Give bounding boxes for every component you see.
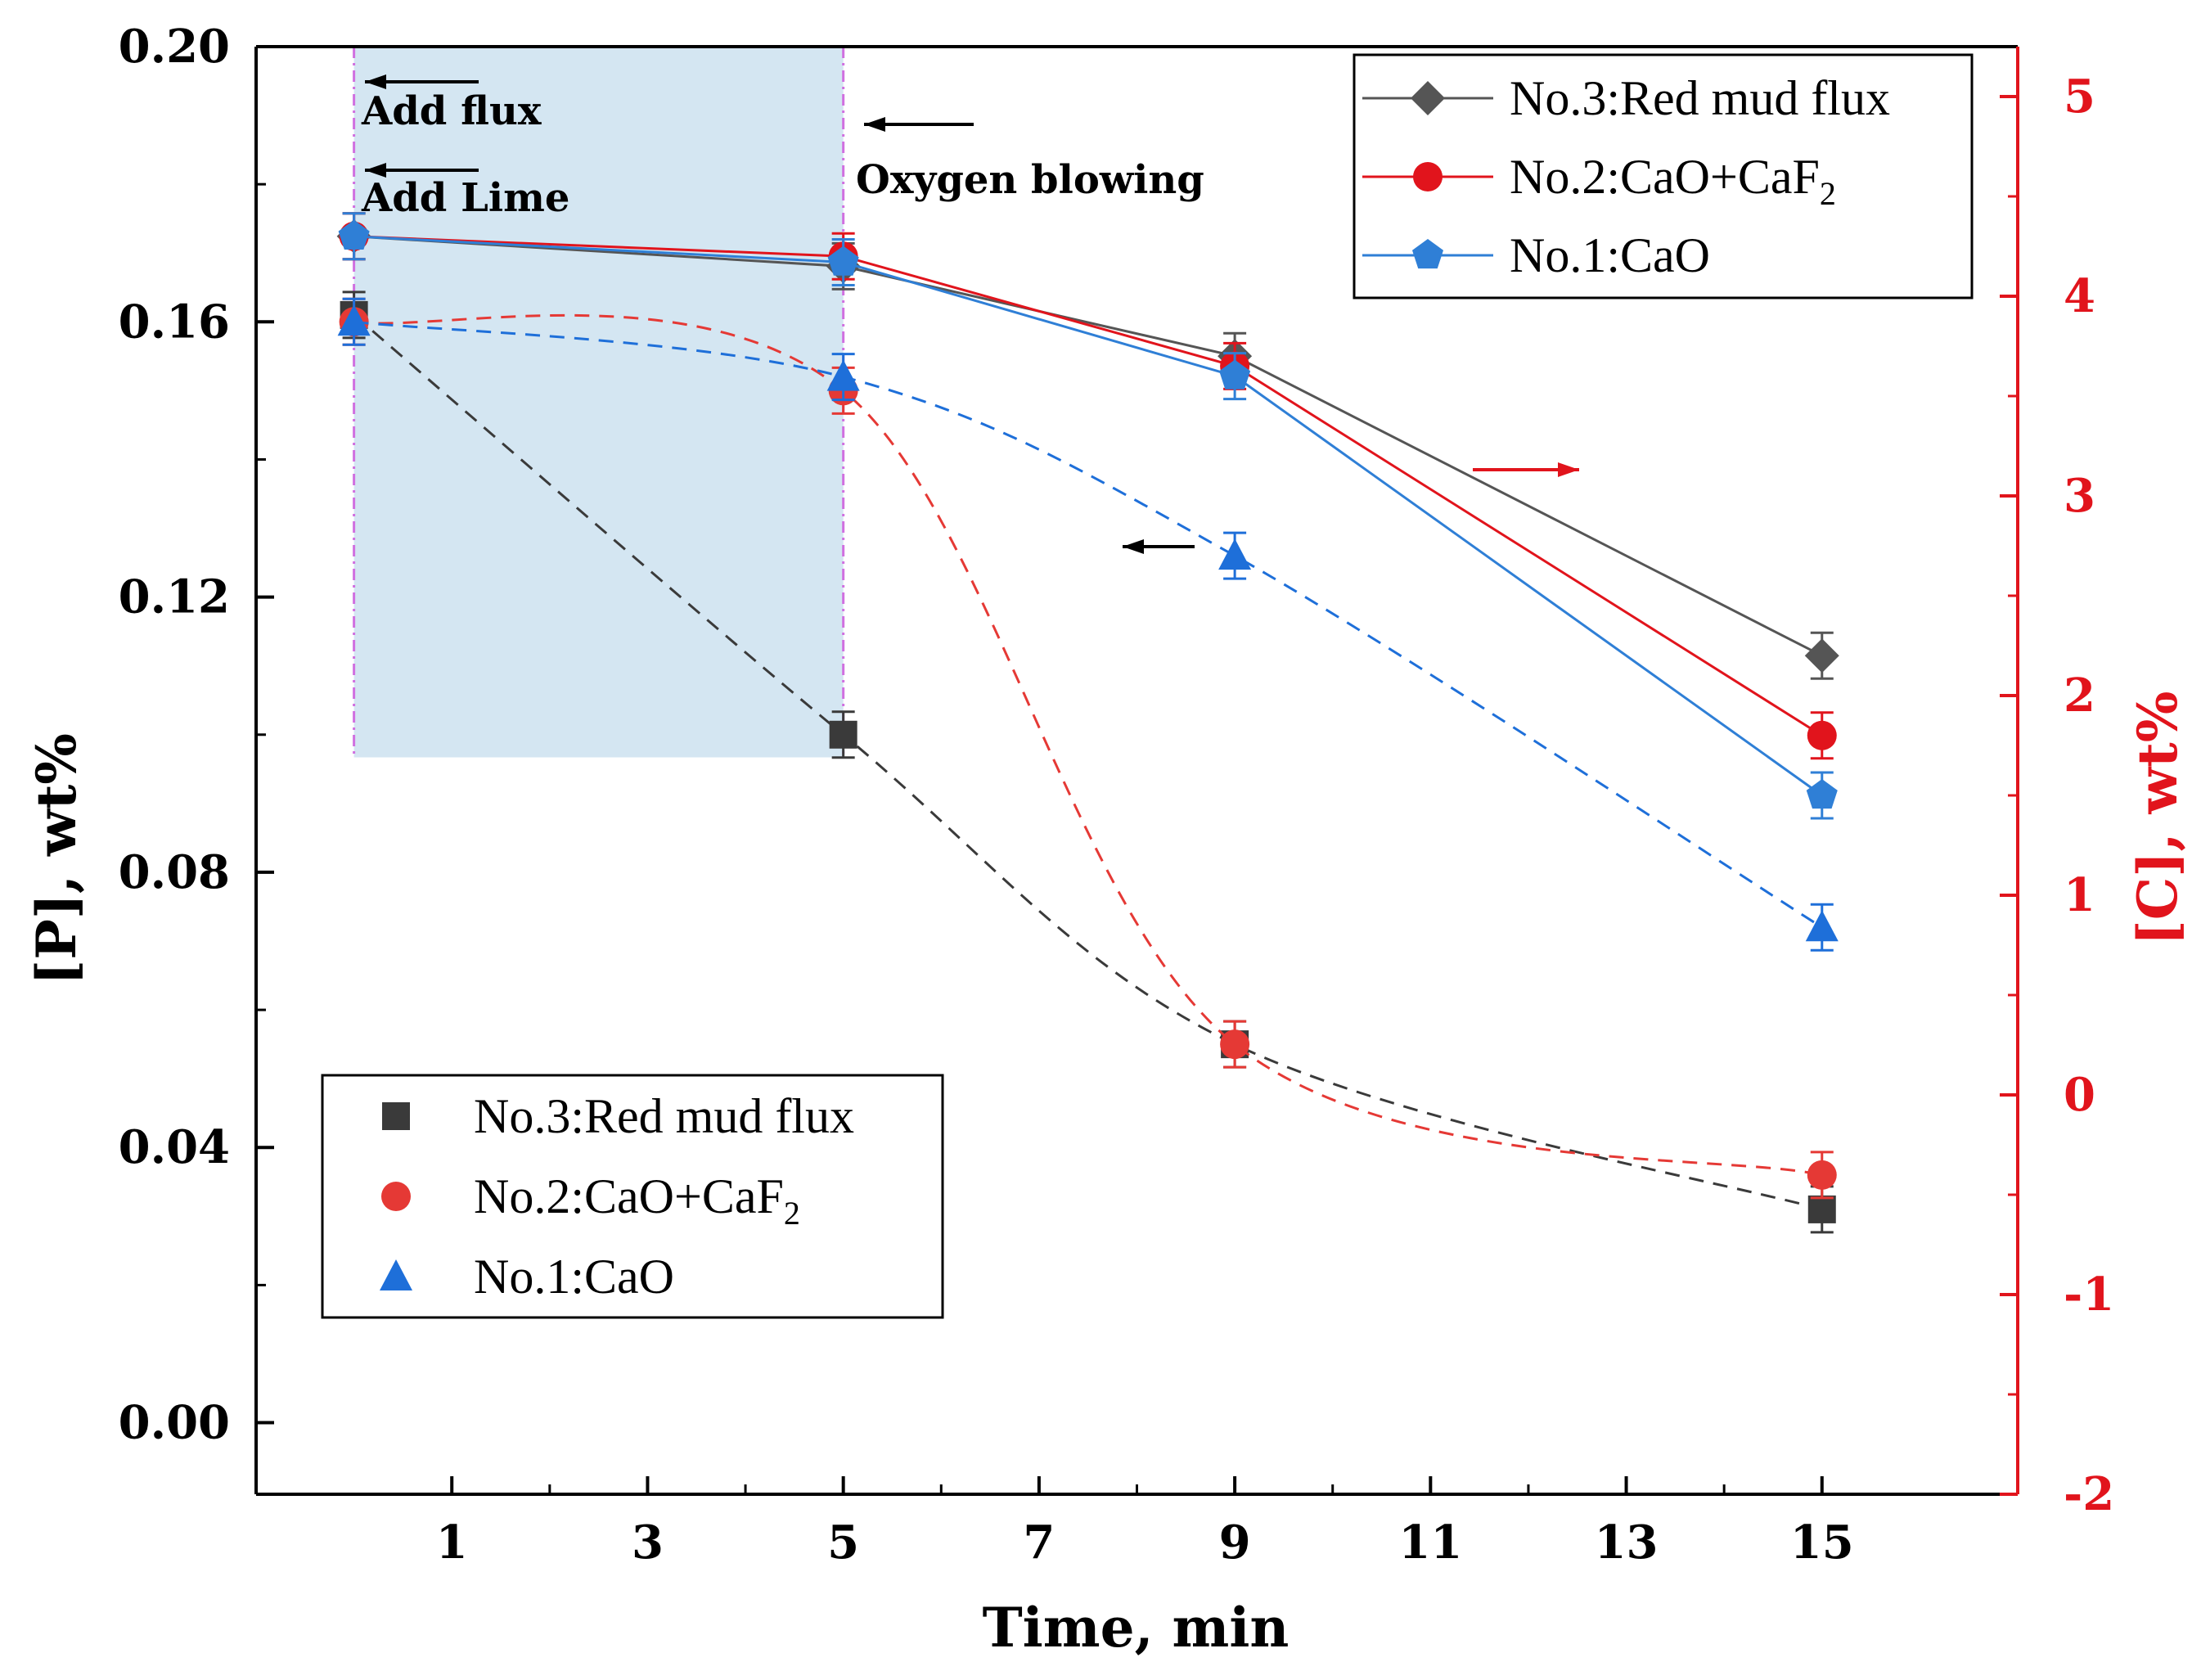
highlight-region bbox=[353, 47, 844, 758]
p-series-line bbox=[353, 313, 1823, 1211]
y-left-tick-label: 0.16 bbox=[119, 295, 230, 349]
annotation-oxygen-blowing: Oxygen blowing bbox=[856, 157, 1204, 203]
p-data-point bbox=[1807, 1160, 1837, 1190]
y-right-tick-label: -2 bbox=[2064, 1467, 2114, 1521]
arrow-add-flux-head bbox=[365, 74, 386, 89]
legend-label-main: No.2:CaO+CaF bbox=[474, 1169, 784, 1223]
legend-label-main: No.1:CaO bbox=[474, 1250, 674, 1304]
y-right-tick-label: 2 bbox=[2064, 669, 2095, 723]
legend-label-subscript: 2 bbox=[784, 1195, 800, 1232]
y-right-tick-label: -1 bbox=[2064, 1268, 2114, 1322]
x-tick-label: 7 bbox=[1023, 1516, 1055, 1570]
x-tick-label: 9 bbox=[1219, 1516, 1251, 1570]
p-data-point bbox=[1220, 1029, 1250, 1060]
legend-layer: No.3:Red mud fluxNo.2:CaO+CaF2No.1:CaONo… bbox=[321, 53, 1974, 1319]
axis-layer: Time, min [P], wt% [C], wt% 1 3 5 7 9 11 13 150… bbox=[25, 20, 2190, 1660]
y-right-tick-label: 0 bbox=[2064, 1068, 2095, 1122]
legend-marker bbox=[1413, 162, 1443, 191]
y-right-tick-label: 1 bbox=[2064, 868, 2095, 922]
y-right-tick-label: 5 bbox=[2064, 70, 2095, 124]
legend-phosphorus: No.3:Red mud flux No.2:CaO+CaF2 No.1:CaO bbox=[321, 1074, 944, 1319]
arrow-oxygen-blowing-head bbox=[864, 117, 885, 132]
c-data-point bbox=[338, 219, 370, 250]
c-data-point bbox=[827, 245, 859, 276]
legend-label-main: No.3:Red mud flux bbox=[474, 1089, 854, 1143]
arrow-to-left-axis-head bbox=[1123, 539, 1144, 554]
x-tick-label: 1 bbox=[436, 1516, 468, 1570]
legend-label-main: No.2:CaO+CaF bbox=[1510, 150, 1820, 204]
legend-label-main: No.3:Red mud flux bbox=[1510, 71, 1890, 125]
legend-label: No.2:CaO+CaF2 bbox=[474, 1169, 800, 1232]
annotation-add-flux: Add flux bbox=[361, 88, 542, 134]
c-series-line bbox=[353, 235, 1823, 797]
c-data-point bbox=[1219, 359, 1251, 390]
x-tick-label: 15 bbox=[1790, 1516, 1854, 1570]
legend-label: No.1:CaO bbox=[1510, 228, 1710, 282]
series-layer bbox=[336, 212, 1839, 1234]
legend-label: No.3:Red mud flux bbox=[474, 1089, 854, 1143]
legend-marker bbox=[380, 1259, 412, 1290]
y-left-tick-label: 0.20 bbox=[119, 20, 230, 74]
legend-label-main: No.1:CaO bbox=[1510, 228, 1710, 282]
p-data-point bbox=[337, 304, 371, 336]
frame-layer bbox=[254, 45, 2019, 1496]
p-series-line bbox=[353, 320, 1823, 929]
c-data-point bbox=[1804, 638, 1839, 673]
y-right-tick-label: 4 bbox=[2064, 269, 2095, 323]
x-axis-title: Time, min bbox=[983, 1596, 1290, 1660]
x-tick-label: 5 bbox=[827, 1516, 859, 1570]
legend-phosphorus-box bbox=[321, 1074, 944, 1319]
p-data-point bbox=[1218, 538, 1252, 570]
annotation-layer: Add flux Add Lime Oxygen blowing bbox=[361, 74, 1579, 554]
p-data-point bbox=[1807, 1195, 1836, 1223]
p-series-1 bbox=[339, 297, 1837, 1200]
p-series-2 bbox=[337, 297, 1839, 952]
y-left-tick-label: 0.04 bbox=[119, 1120, 230, 1174]
legend-marker bbox=[1411, 81, 1445, 115]
legend-marker bbox=[1411, 239, 1444, 269]
p-data-point bbox=[829, 720, 857, 749]
c-series-2 bbox=[338, 212, 1838, 820]
y-left-tick-label: 0.12 bbox=[119, 570, 230, 624]
legend-carbon: No.3:Red mud flux No.2:CaO+CaF2 No.1:CaO bbox=[1353, 53, 1974, 300]
c-series-line bbox=[353, 235, 1823, 737]
annotation-add-lime: Add Lime bbox=[361, 175, 569, 221]
y-right-tick-label: 3 bbox=[2064, 469, 2095, 523]
legend-marker bbox=[381, 1182, 411, 1211]
legend-label: No.1:CaO bbox=[474, 1250, 674, 1304]
y-left-tick-label: 0.00 bbox=[119, 1396, 230, 1450]
c-data-point bbox=[1806, 779, 1838, 809]
p-series-line bbox=[353, 313, 1823, 1177]
x-tick-label: 3 bbox=[632, 1516, 664, 1570]
legend-label: No.3:Red mud flux bbox=[1510, 71, 1890, 125]
highlight-layer bbox=[353, 47, 845, 758]
y-left-tick-label: 0.08 bbox=[119, 845, 230, 899]
y-left-axis-title: [P], wt% bbox=[25, 733, 88, 985]
y-right-axis-title: [C], wt% bbox=[2126, 691, 2190, 946]
p-data-point bbox=[1805, 910, 1839, 942]
arrow-add-lime-head bbox=[365, 163, 386, 178]
x-tick-label: 13 bbox=[1595, 1516, 1659, 1570]
c-data-point bbox=[1807, 720, 1837, 750]
legend-label-subscript: 2 bbox=[1820, 175, 1836, 212]
x-tick-label: 11 bbox=[1398, 1516, 1462, 1570]
p-data-point bbox=[826, 359, 860, 391]
legend-label: No.2:CaO+CaF2 bbox=[1510, 150, 1836, 212]
arrow-to-right-axis-head bbox=[1558, 462, 1579, 477]
legend-marker bbox=[382, 1102, 410, 1130]
